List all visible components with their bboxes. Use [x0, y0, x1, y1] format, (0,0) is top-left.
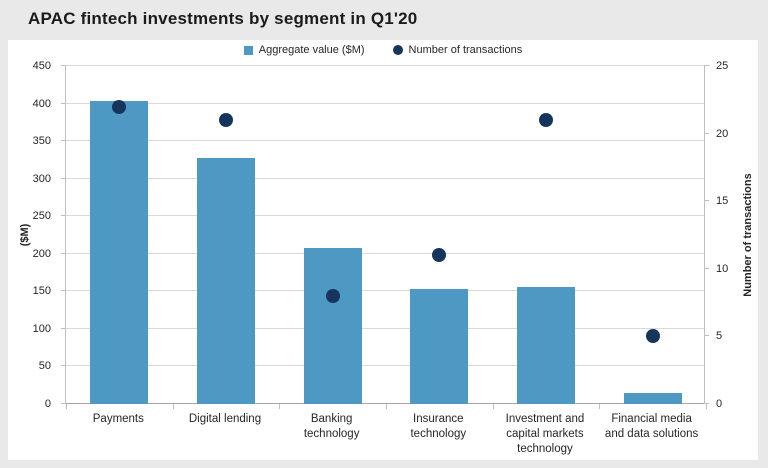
category-axis-labels: Payments Digital lending Banking technolog… [65, 412, 705, 457]
left-axis-ticks: 0 50 100 150 200 250 300 350 400 450 [8, 60, 60, 410]
right-tick-mark [704, 200, 709, 202]
category-label-text: Payments [92, 413, 144, 425]
left-tick-label: 0 [44, 398, 51, 410]
dot-digital-lending [218, 113, 233, 128]
plot-area [61, 65, 709, 409]
category-label-investment-and-capital-markets-technology: Investment and capital markets technolog… [492, 412, 599, 457]
category-column-digital-lending [173, 66, 280, 404]
left-tick-mark [61, 327, 66, 329]
right-tick-mark [704, 267, 709, 269]
gridline-50 [66, 365, 704, 367]
left-tick-mark [61, 290, 66, 292]
left-tick-label: 350 [32, 135, 51, 148]
category-label-banking-technology: Banking technology [278, 412, 385, 457]
category-label-payments: Payments [65, 412, 172, 457]
gridline-100 [66, 327, 704, 329]
legend-item-number-of-transactions: Number of transactions [392, 44, 523, 56]
category-column-payments [66, 66, 173, 404]
category-label-text: Investment and capital markets technolog… [505, 413, 585, 455]
category-label-text: Digital lending [188, 413, 262, 425]
dot-financial-media-and-data-solutions [645, 329, 660, 344]
bar-investment-and-capital-markets-technology [516, 286, 575, 404]
dot-payments [112, 99, 127, 114]
legend-label: Aggregate value ($M) [258, 44, 365, 56]
gridline-450 [66, 65, 704, 66]
square-icon [243, 45, 253, 55]
bar-digital-lending [196, 157, 255, 404]
category-boundary-tick [66, 404, 67, 409]
right-tick-label: 20 [716, 127, 729, 140]
category-label-insurance-technology: Insurance technology [385, 412, 492, 457]
left-tick-label: 250 [32, 210, 51, 223]
category-boundary-tick [386, 404, 387, 409]
category-column-insurance-technology [386, 66, 493, 404]
dot-investment-and-capital-markets-technology [538, 113, 553, 128]
left-tick-label: 150 [32, 285, 51, 298]
left-tick-label: 100 [32, 322, 51, 335]
left-tick-mark [61, 177, 66, 179]
left-tick-mark [61, 403, 66, 404]
circle-icon [392, 45, 403, 55]
gridline-350 [66, 140, 704, 142]
right-tick-label: 25 [716, 60, 729, 72]
left-tick-label: 50 [38, 360, 51, 373]
right-tick-mark [704, 132, 709, 134]
gridline-250 [66, 215, 704, 217]
right-tick-mark [704, 65, 709, 66]
category-boundary-tick [599, 404, 601, 409]
category-boundary-tick [172, 404, 174, 409]
right-axis-title: Number of transactions [742, 173, 754, 297]
left-tick-mark [61, 365, 66, 367]
left-tick-mark [61, 252, 66, 254]
right-tick-label: 5 [716, 330, 723, 343]
category-boundary-tick [706, 404, 707, 409]
category-label-financial-media-and-data-solutions: Financial media and data solutions [598, 412, 705, 457]
legend-label: Number of transactions [408, 44, 523, 56]
category-column-financial-media-and-data-solutions [599, 66, 706, 404]
bar-insurance-technology [410, 289, 469, 404]
category-label-text: Insurance technology [410, 413, 467, 440]
right-tick-label: 10 [716, 262, 729, 275]
dot-insurance-technology [432, 248, 447, 263]
chart-panel: Aggregate value ($M) Number of transacti… [8, 40, 758, 460]
bar-financial-media-and-data-solutions [623, 392, 682, 404]
left-tick-label: 450 [32, 60, 51, 72]
right-tick-label: 15 [716, 195, 729, 208]
category-boundary-tick [279, 404, 281, 409]
category-label-text: Banking technology [303, 413, 360, 440]
bar-payments [90, 101, 149, 404]
page-title: APAC fintech investments by segment in Q… [28, 9, 418, 28]
right-tick-mark [704, 335, 709, 337]
right-tick-label: 0 [716, 398, 723, 410]
gridline-400 [66, 102, 704, 104]
category-label-text: Financial media and data solutions [604, 413, 699, 440]
category-column-investment-and-capital-markets-technology [493, 66, 600, 404]
legend: Aggregate value ($M) Number of transacti… [8, 44, 758, 56]
bar-banking-technology [303, 247, 362, 404]
legend-item-aggregate-value: Aggregate value ($M) [243, 44, 365, 56]
left-tick-label: 400 [32, 97, 51, 110]
category-column-banking-technology [279, 66, 386, 404]
category-boundary-tick [492, 404, 494, 409]
gridline-150 [66, 290, 704, 292]
gridline-200 [66, 252, 704, 254]
left-tick-mark [61, 102, 66, 104]
left-tick-mark [61, 140, 66, 142]
left-tick-mark [61, 65, 66, 66]
gridline-300 [66, 177, 704, 179]
category-label-digital-lending: Digital lending [172, 412, 279, 457]
right-axis-ticks: 0 5 10 15 20 25 [713, 60, 743, 410]
left-tick-mark [61, 215, 66, 217]
left-tick-label: 200 [32, 247, 51, 260]
x-axis-line [61, 403, 709, 404]
left-tick-label: 300 [32, 172, 51, 185]
dot-banking-technology [325, 288, 340, 303]
right-tick-mark [704, 403, 709, 404]
